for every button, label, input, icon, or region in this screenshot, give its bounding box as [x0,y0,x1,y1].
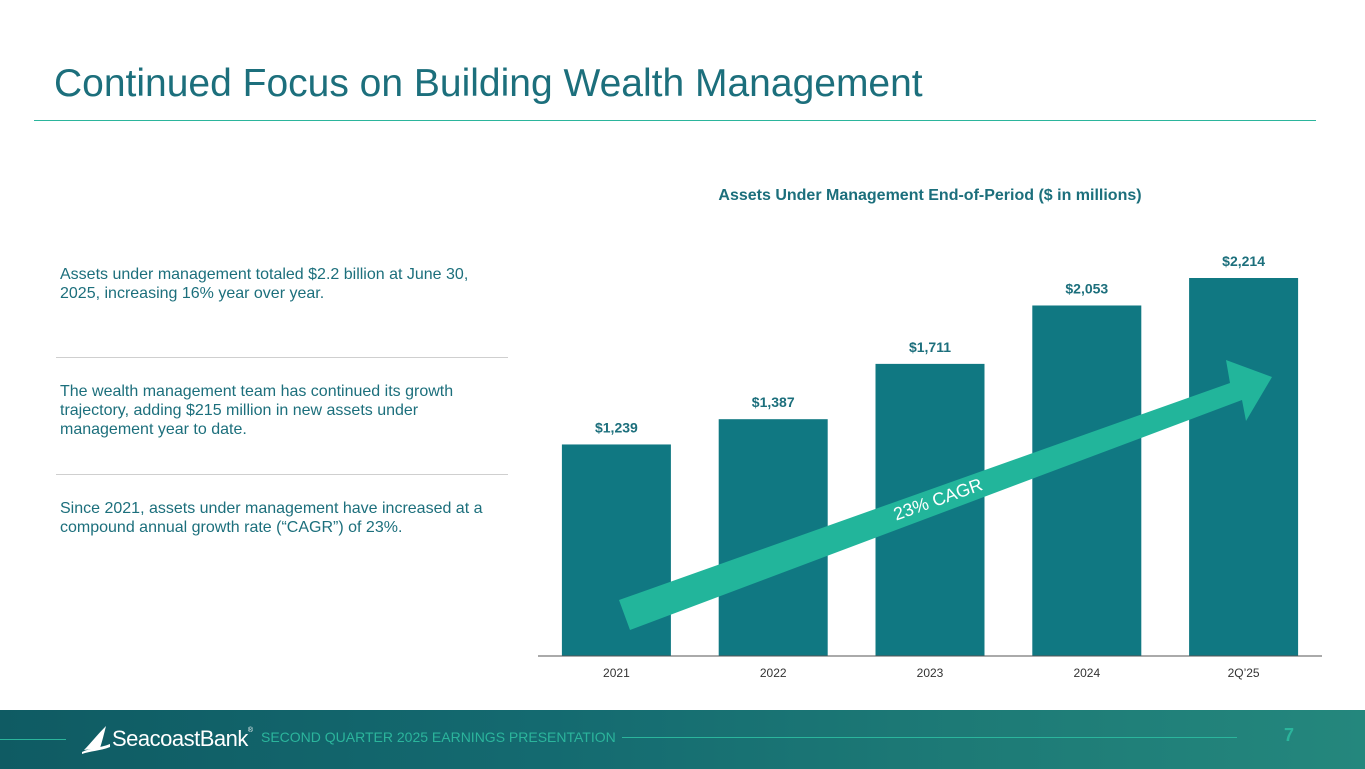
footer-divider-left [0,739,66,740]
title-divider [34,120,1316,121]
x-tick-label-2021: 2021 [603,666,630,680]
data-label-2024: $2,053 [1065,280,1108,296]
x-tick-label-2Q’25: 2Q’25 [1228,666,1260,680]
bar-2024 [1032,305,1142,656]
chart-title: Assets Under Management End-of-Period ($… [718,187,1142,204]
cagr-arrow [619,360,1272,630]
sail-icon [82,726,110,754]
page-number: 7 [1284,725,1295,745]
bar-2021 [561,444,671,656]
key-points: Assets under management totaled $2.2 bil… [56,265,508,537]
bullet-aum-total: Assets under management totaled $2.2 bil… [60,266,469,302]
bullet-divider [56,357,508,358]
footer-bar: SeacoastBank ® SECOND QUARTER 2025 EARNI… [0,710,1365,769]
footer-divider-right [622,737,1237,738]
bullet-divider [56,474,508,475]
data-label-2022: $1,387 [752,394,795,410]
bullet-cagr: Since 2021, assets under management have… [60,500,483,536]
data-label-2023: $1,711 [909,339,951,355]
x-tick-label-2024: 2024 [1073,666,1100,680]
bar-2Q’25 [1189,278,1299,656]
bullet-growth-trajectory: The wealth management team has continued… [60,383,454,438]
brand-name: SeacoastBank [112,726,248,751]
page-title: Continued Focus on Building Wealth Manag… [54,62,923,105]
seacoast-logo: SeacoastBank ® [82,723,253,755]
data-label-2Q’25: $2,214 [1222,253,1265,269]
data-label-2021: $1,239 [595,419,638,435]
x-tick-label-2022: 2022 [760,666,787,680]
registered-mark: ® [247,727,254,734]
presentation-title: SECOND QUARTER 2025 EARNINGS PRESENTATIO… [261,729,616,745]
aum-bar-chart: $1,239 2021 $1,387 2022 $1,711 2023 $2,053 2024… [538,253,1322,680]
x-tick-label-2023: 2023 [917,666,944,680]
